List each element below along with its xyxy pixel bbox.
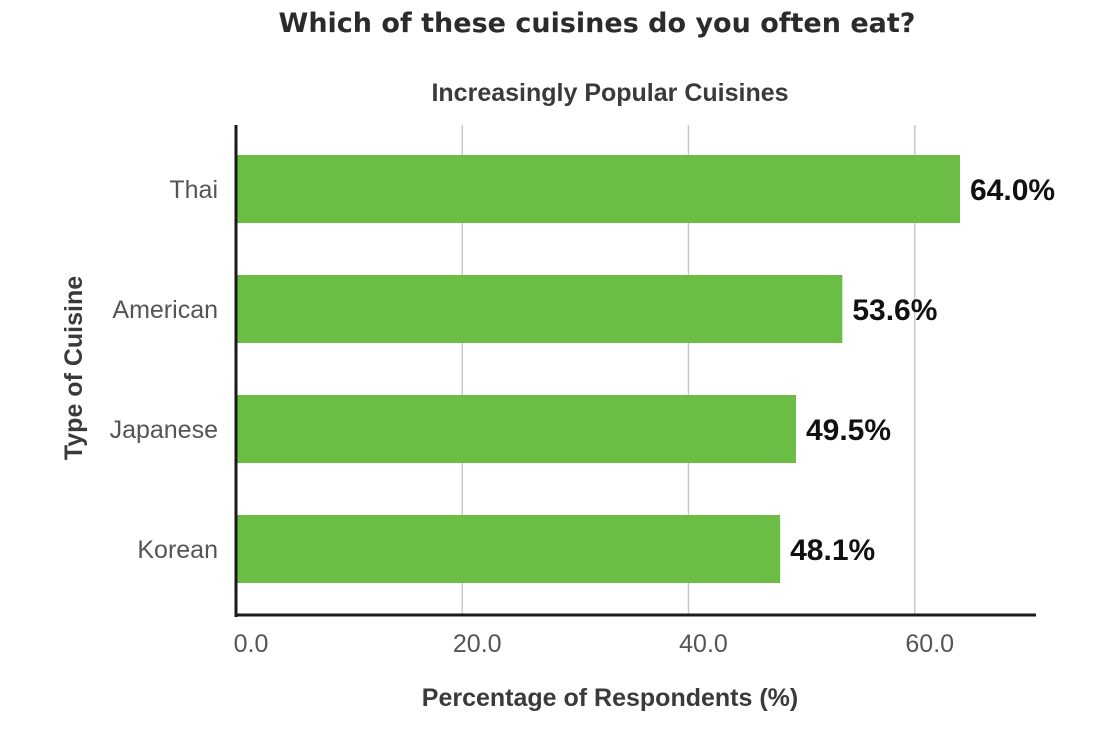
category-label: Japanese xyxy=(110,416,218,444)
category-label: Korean xyxy=(137,536,218,564)
value-label: 53.6% xyxy=(852,294,937,327)
category-label: American xyxy=(112,296,218,324)
y-axis-label: Type of Cuisine xyxy=(60,276,88,460)
value-label: 48.1% xyxy=(790,534,875,567)
chart-title: Which of these cuisines do you often eat… xyxy=(279,8,916,39)
bar xyxy=(236,395,796,463)
axes xyxy=(234,125,1036,617)
bar xyxy=(236,515,781,583)
x-axis-label: Percentage of Respondents (%) xyxy=(422,684,798,712)
x-tick-label: 40.0 xyxy=(679,630,728,658)
x-tick-label: 60.0 xyxy=(905,630,954,658)
bar xyxy=(236,275,843,343)
x-tick-label: 0.0 xyxy=(234,630,269,658)
value-label: 49.5% xyxy=(806,414,891,447)
chart-subtitle: Increasingly Popular Cuisines xyxy=(431,79,788,107)
bar xyxy=(236,155,960,223)
bars xyxy=(236,155,960,583)
value-label: 64.0% xyxy=(970,174,1055,207)
labels: 0.0 20.0 40.0 60.0 Thai 64.0% American 53.6% Jap… xyxy=(110,174,1056,658)
category-label: Thai xyxy=(169,176,218,204)
x-tick-label: 20.0 xyxy=(453,630,502,658)
